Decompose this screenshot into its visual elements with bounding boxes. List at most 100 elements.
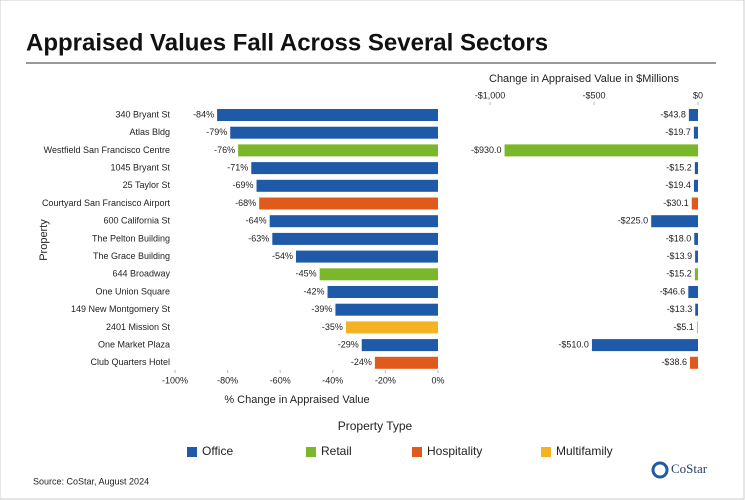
y-tick-label: The Grace Building bbox=[93, 251, 170, 261]
bar bbox=[691, 197, 698, 210]
bar bbox=[295, 250, 438, 263]
bar bbox=[695, 303, 698, 316]
bar bbox=[374, 356, 438, 369]
data-label: -$30.1 bbox=[663, 198, 689, 208]
x-tick-label: -60% bbox=[270, 375, 291, 385]
legend-swatch bbox=[187, 447, 197, 457]
data-label: -$225.0 bbox=[618, 216, 649, 226]
logo-mark bbox=[651, 461, 669, 479]
bar bbox=[259, 197, 438, 210]
data-label: -63% bbox=[248, 233, 269, 243]
data-label: -35% bbox=[322, 322, 343, 332]
data-label: -$510.0 bbox=[558, 339, 589, 349]
bar bbox=[694, 232, 698, 245]
x-tick-label: -80% bbox=[217, 375, 238, 385]
bar bbox=[327, 286, 438, 298]
data-label: -54% bbox=[272, 251, 293, 261]
data-label: -$930.0 bbox=[471, 145, 502, 155]
bar bbox=[693, 179, 698, 192]
bar bbox=[251, 162, 438, 175]
bar bbox=[504, 144, 698, 157]
legend-swatch bbox=[412, 447, 422, 457]
data-label: -79% bbox=[206, 127, 227, 137]
bar bbox=[217, 109, 438, 121]
bar bbox=[688, 109, 698, 121]
logo: CoStar bbox=[671, 461, 708, 476]
y-tick-label: 149 New Montgomery St bbox=[71, 304, 171, 314]
data-label: -69% bbox=[233, 180, 254, 190]
data-label: -$46.6 bbox=[660, 286, 686, 296]
y-tick-label: Westfield San Francisco Centre bbox=[44, 145, 170, 155]
x-tick-label: -$1,000 bbox=[475, 90, 506, 100]
x-tick-label: -40% bbox=[322, 375, 343, 385]
legend-label: Office bbox=[202, 444, 233, 458]
y-axis-label: Property bbox=[38, 219, 50, 261]
bar bbox=[256, 179, 438, 192]
data-label: -$15.2 bbox=[666, 162, 692, 172]
bar bbox=[695, 250, 698, 263]
bar bbox=[693, 126, 698, 139]
bar bbox=[694, 162, 698, 175]
legend-label: Multifamily bbox=[556, 444, 613, 458]
data-label: -$19.4 bbox=[665, 180, 691, 190]
data-label: -84% bbox=[193, 109, 214, 119]
legend-title: Property Type bbox=[338, 419, 413, 433]
bar bbox=[591, 339, 698, 352]
data-label: -76% bbox=[214, 145, 235, 155]
bar bbox=[651, 215, 698, 228]
bar bbox=[319, 268, 438, 281]
x-tick-label: -20% bbox=[375, 375, 396, 385]
data-label: -39% bbox=[311, 304, 332, 314]
bar bbox=[361, 339, 438, 352]
y-tick-label: The Pelton Building bbox=[92, 233, 170, 243]
data-label: -64% bbox=[246, 216, 267, 226]
bar bbox=[238, 144, 438, 157]
data-label: -45% bbox=[296, 269, 317, 279]
y-tick-label: 1045 Bryant St bbox=[110, 162, 170, 172]
bar bbox=[694, 268, 698, 281]
y-tick-label: 25 Taylor St bbox=[123, 180, 171, 190]
bar bbox=[688, 286, 698, 298]
y-tick-label: 2401 Mission St bbox=[106, 322, 171, 332]
bar bbox=[269, 215, 438, 228]
data-label: -$15.2 bbox=[666, 269, 692, 279]
x-tick-label: $0 bbox=[693, 90, 703, 100]
bar bbox=[696, 321, 698, 334]
legend-swatch bbox=[541, 447, 551, 457]
y-tick-label: Atlas Bldg bbox=[129, 127, 170, 137]
axis-title: Change in Appraised Value in $Millions bbox=[489, 73, 679, 85]
data-label: -24% bbox=[351, 357, 372, 367]
data-label: -$43.8 bbox=[660, 109, 686, 119]
x-tick-label: -$500 bbox=[582, 90, 605, 100]
legend-label: Retail bbox=[321, 444, 352, 458]
data-label: -68% bbox=[235, 198, 256, 208]
data-label: -29% bbox=[338, 339, 359, 349]
y-tick-label: One Union Square bbox=[95, 286, 170, 296]
y-tick-label: One Market Plaza bbox=[98, 339, 170, 349]
bar bbox=[345, 321, 438, 334]
y-tick-label: Club Quarters Hotel bbox=[90, 357, 170, 367]
chart-title: Appraised Values Fall Across Several Sec… bbox=[26, 29, 548, 56]
data-label: -$38.6 bbox=[661, 357, 687, 367]
bar bbox=[272, 232, 438, 245]
bar bbox=[335, 303, 438, 316]
bar bbox=[230, 126, 438, 139]
y-tick-label: Courtyard San Francisco Airport bbox=[42, 198, 171, 208]
data-label: -$13.9 bbox=[667, 251, 693, 261]
legend-swatch bbox=[306, 447, 316, 457]
legend-label: Hospitality bbox=[427, 444, 482, 458]
bar bbox=[689, 356, 698, 369]
y-tick-label: 340 Bryant St bbox=[115, 109, 170, 119]
x-axis-label: % Change in Appraised Value bbox=[224, 394, 369, 406]
x-tick-label: -100% bbox=[162, 375, 188, 385]
x-tick-label: 0% bbox=[431, 375, 444, 385]
y-tick-label: 644 Broadway bbox=[112, 269, 170, 279]
data-label: -$19.7 bbox=[665, 127, 691, 137]
data-label: -$5.1 bbox=[673, 322, 694, 332]
source: Source: CoStar, August 2024 bbox=[33, 476, 149, 486]
data-label: -$18.0 bbox=[666, 233, 692, 243]
data-label: -71% bbox=[227, 162, 248, 172]
y-tick-label: 600 California St bbox=[103, 216, 170, 226]
